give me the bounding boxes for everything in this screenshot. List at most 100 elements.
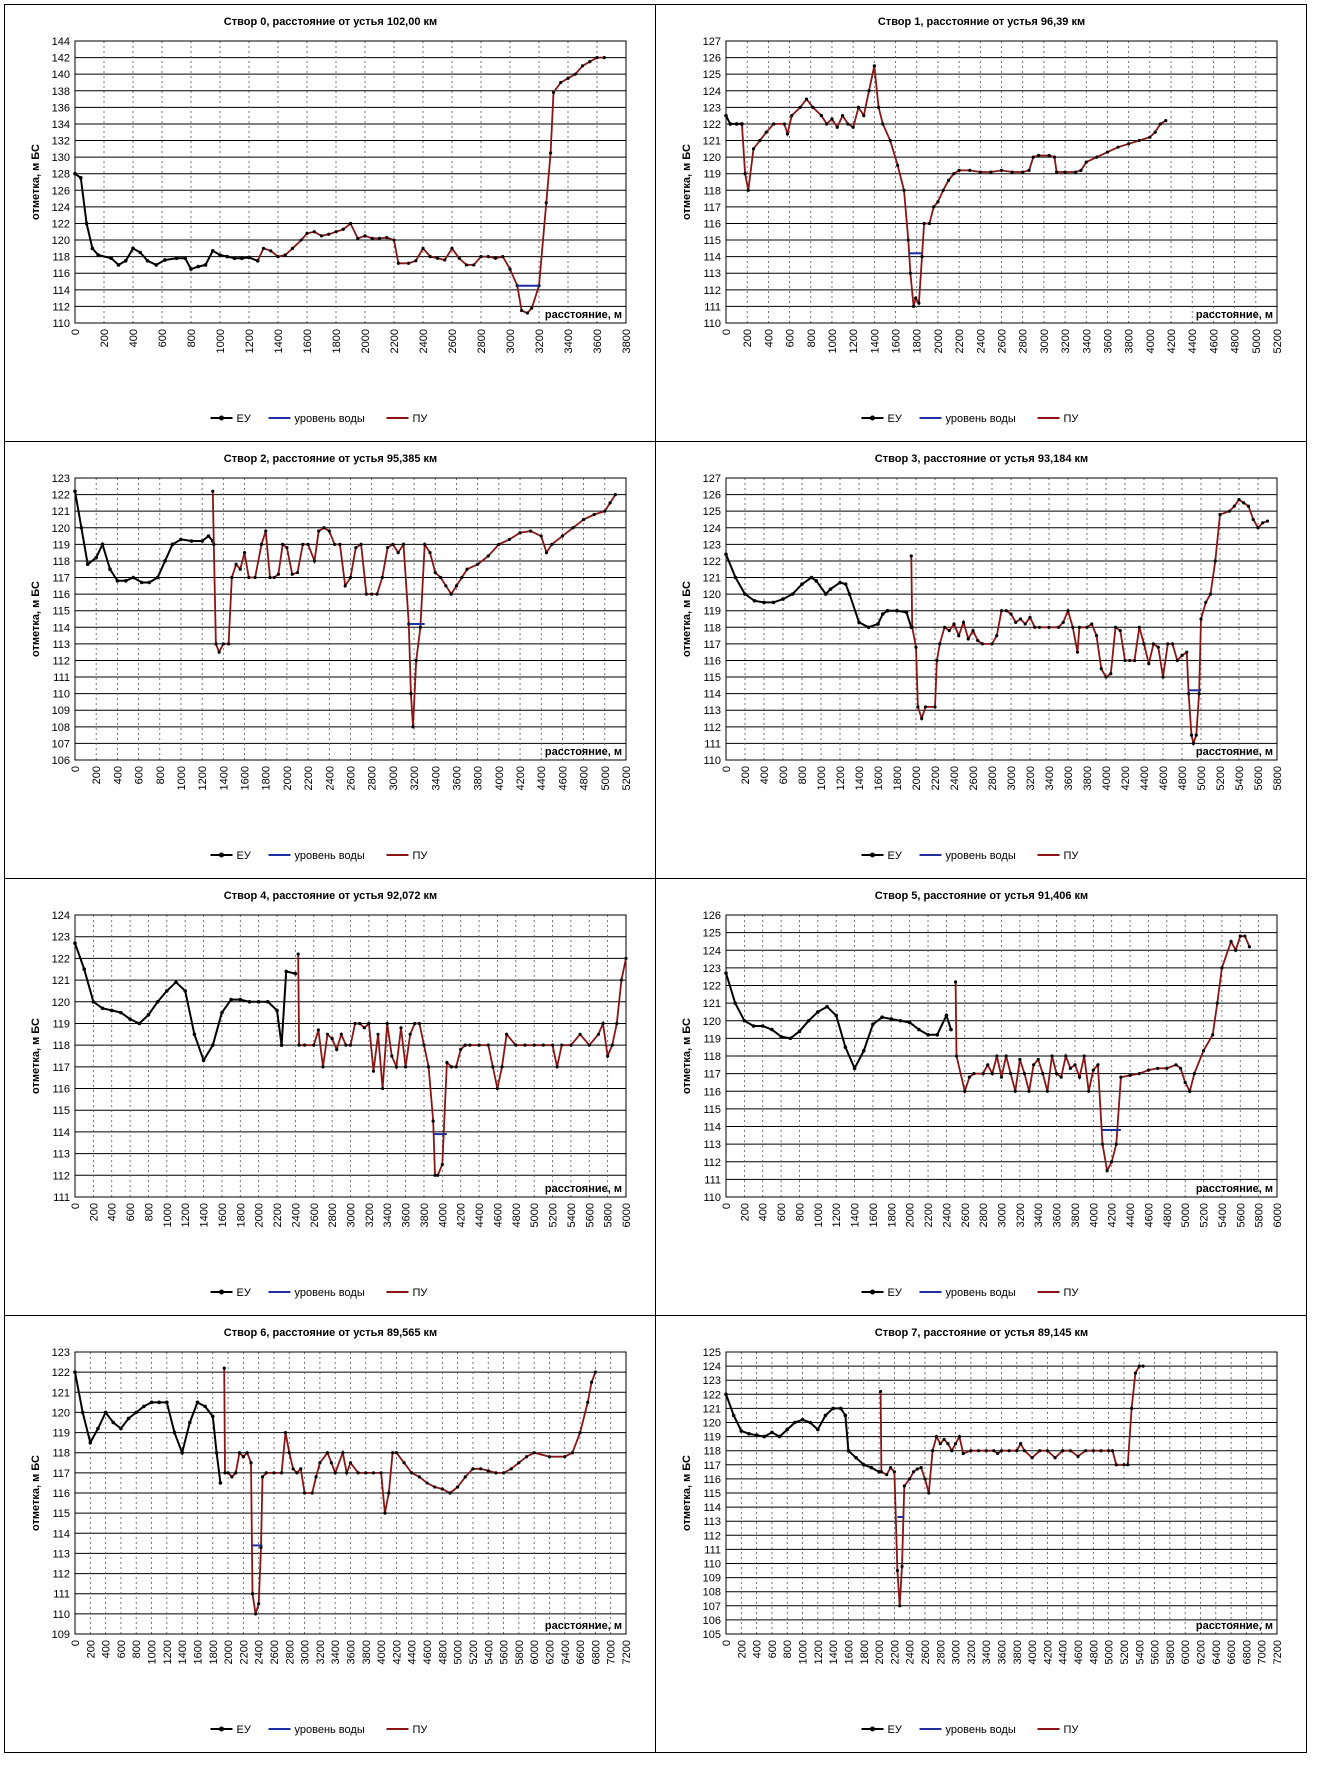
x-tick-label: 1800 — [892, 766, 904, 790]
pu-point — [348, 221, 353, 226]
pu-point — [1036, 153, 1041, 158]
charts-grid: Створ 0, расстояние от устья 102,00 км 11… — [4, 4, 1307, 1780]
x-tick-label: 5400 — [1234, 766, 1246, 790]
eu-point — [724, 971, 728, 975]
x-tick-label: 600 — [134, 766, 146, 784]
x-tick-label: 4800 — [511, 1203, 523, 1227]
eu-point — [210, 1414, 215, 1419]
legend-eu-marker — [870, 1726, 875, 1732]
pu-point — [476, 562, 480, 566]
pu-point — [782, 122, 786, 126]
pu-point — [1009, 612, 1013, 616]
x-tick-label: 2000 — [282, 766, 294, 790]
eu-point — [189, 539, 194, 543]
pu-point — [914, 296, 918, 300]
pu-point — [410, 1471, 414, 1475]
x-tick-label: 4600 — [492, 1203, 504, 1227]
eu-point — [861, 1463, 866, 1467]
eu-point — [73, 1370, 77, 1374]
pu-point — [408, 1032, 412, 1036]
pu-point — [422, 1043, 426, 1047]
pu-point — [896, 163, 900, 168]
pu-point — [906, 238, 910, 242]
x-tick-label: 6400 — [1211, 1640, 1223, 1664]
pu-point — [911, 1470, 916, 1474]
pu-point — [876, 105, 881, 109]
pu-point — [358, 1021, 362, 1026]
x-tick-label: 2200 — [923, 1203, 935, 1227]
eu-point — [145, 258, 150, 263]
pu-point — [491, 1065, 495, 1069]
x-tick-label: 3000 — [388, 766, 400, 790]
x-tick-label: 4200 — [1107, 1203, 1119, 1227]
x-tick-label: 3200 — [966, 1640, 978, 1664]
pu-point — [428, 551, 432, 555]
chart-svg-7: Створ 7, расстояние от устья 89,145 км 10… — [681, 1327, 1284, 1736]
pu-point — [223, 1471, 227, 1475]
y-tick-label: 114 — [703, 1502, 721, 1514]
pu-point — [295, 1471, 299, 1475]
x-tick-label: 3400 — [1044, 766, 1056, 790]
y-tick-label: 114 — [703, 689, 721, 701]
x-tick-label: 600 — [776, 1203, 788, 1221]
y-tick-label: 114 — [703, 252, 721, 264]
eu-point — [147, 580, 151, 585]
pu-point — [339, 1032, 343, 1036]
pu-point — [1170, 642, 1175, 646]
x-tick-label: 4800 — [1088, 1640, 1100, 1664]
pu-point — [302, 1491, 307, 1495]
pu-point — [363, 234, 367, 238]
pu-point — [846, 122, 850, 126]
pu-point — [963, 1089, 967, 1093]
pu-point — [1142, 642, 1146, 646]
pu-point — [559, 80, 563, 85]
pu-point — [1082, 1054, 1086, 1058]
x-tick-label: 1800 — [886, 1203, 898, 1227]
pu-point — [989, 170, 993, 174]
pu-point — [785, 132, 790, 136]
x-tick-label: 4600 — [1158, 766, 1170, 790]
pu-point — [1094, 633, 1099, 638]
x-tick-label: 200 — [736, 1640, 748, 1658]
pu-point — [465, 567, 469, 571]
pu-point — [1256, 526, 1260, 530]
pu-point — [1104, 675, 1108, 679]
pu-point — [851, 125, 855, 129]
x-tick-label: 5200 — [1272, 329, 1284, 353]
pu-point — [501, 255, 505, 259]
pu-point — [454, 584, 459, 588]
x-tick-label: 4800 — [1230, 329, 1242, 353]
pu-point — [941, 188, 945, 192]
x-tick-label: 400 — [758, 1203, 770, 1221]
eu-point — [154, 263, 158, 267]
eu-point — [139, 580, 144, 585]
y-tick-label: 119 — [52, 539, 70, 551]
chart-svg-2: Створ 2, расстояние от устья 95,385 км 10… — [30, 453, 633, 862]
eu-point — [108, 567, 112, 572]
pu-point — [1113, 625, 1118, 629]
pu-point — [615, 1021, 619, 1026]
pu-point — [259, 542, 264, 546]
pu-point — [508, 267, 512, 271]
pu-point — [900, 1564, 904, 1568]
pu-point — [460, 575, 464, 580]
y-tick-label: 113 — [52, 1548, 70, 1560]
eu-point — [809, 575, 814, 580]
x-tick-label: 2200 — [889, 1640, 901, 1664]
series-pu-line — [297, 953, 627, 1177]
pu-point — [1218, 512, 1222, 517]
x-tick-label: 800 — [782, 1640, 794, 1658]
pu-point — [387, 1491, 391, 1495]
y-tick-label: 126 — [52, 185, 70, 197]
pu-point — [961, 620, 966, 624]
x-tick-label: 1200 — [162, 1640, 174, 1664]
pu-point — [957, 168, 961, 172]
chart-svg-6: Створ 6, расстояние от устья 89,565 км 10… — [30, 1327, 633, 1736]
x-tick-label: 5000 — [453, 1640, 465, 1664]
x-tick-label: 2000 — [905, 1203, 917, 1227]
y-tick-label: 117 — [703, 1460, 721, 1472]
pu-point — [1251, 517, 1255, 522]
pu-point — [348, 575, 353, 580]
x-tick-label: 800 — [186, 329, 198, 347]
y-tick-label: 116 — [703, 655, 721, 667]
